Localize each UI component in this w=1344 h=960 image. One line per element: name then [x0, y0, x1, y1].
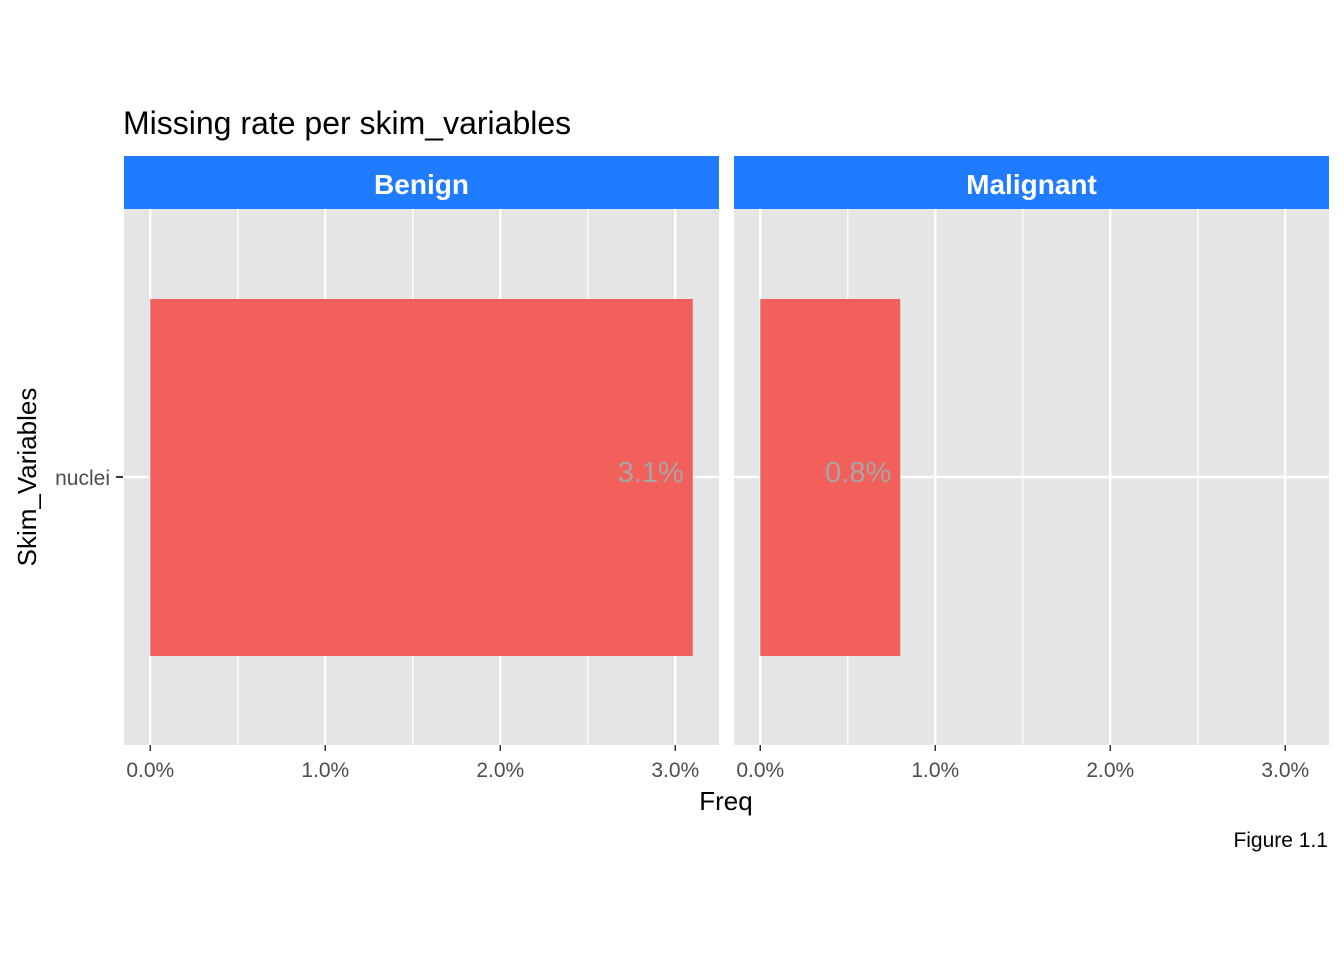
- chart-title: Missing rate per skim_variables: [123, 105, 571, 141]
- facet-strip-label: Malignant: [966, 169, 1097, 200]
- figure-caption: Figure 1.1: [1233, 829, 1328, 852]
- bar-value-label: 3.1%: [618, 457, 684, 489]
- facet-strip: [124, 156, 719, 209]
- x-tick-label: 1.0%: [911, 759, 959, 782]
- facet-strip: [734, 156, 1329, 209]
- facet-panel-benign: Benign 3.1% 0.0% 1.0% 2.0% 3.0%: [124, 156, 719, 782]
- x-tick-label: 2.0%: [476, 759, 524, 782]
- y-tick-label: nuclei: [55, 467, 110, 490]
- x-tick-label: 3.0%: [651, 759, 699, 782]
- bar-nuclei: [760, 299, 901, 656]
- facet-panel-malignant: Malignant 0.8% 0.0% 1.0% 2.0% 3.0%: [734, 156, 1329, 782]
- x-tick-label: 0.0%: [126, 759, 174, 782]
- facet-strip-label: Benign: [374, 169, 469, 200]
- y-axis-title: Skim_Variables: [12, 388, 42, 567]
- x-tick-label: 3.0%: [1261, 759, 1309, 782]
- x-tick-label: 2.0%: [1086, 759, 1134, 782]
- x-axis-title: Freq: [699, 786, 752, 816]
- x-tick-label: 0.0%: [736, 759, 784, 782]
- bar-nuclei: [150, 299, 693, 656]
- bar-value-label: 0.8%: [825, 457, 891, 489]
- x-tick-label: 1.0%: [301, 759, 349, 782]
